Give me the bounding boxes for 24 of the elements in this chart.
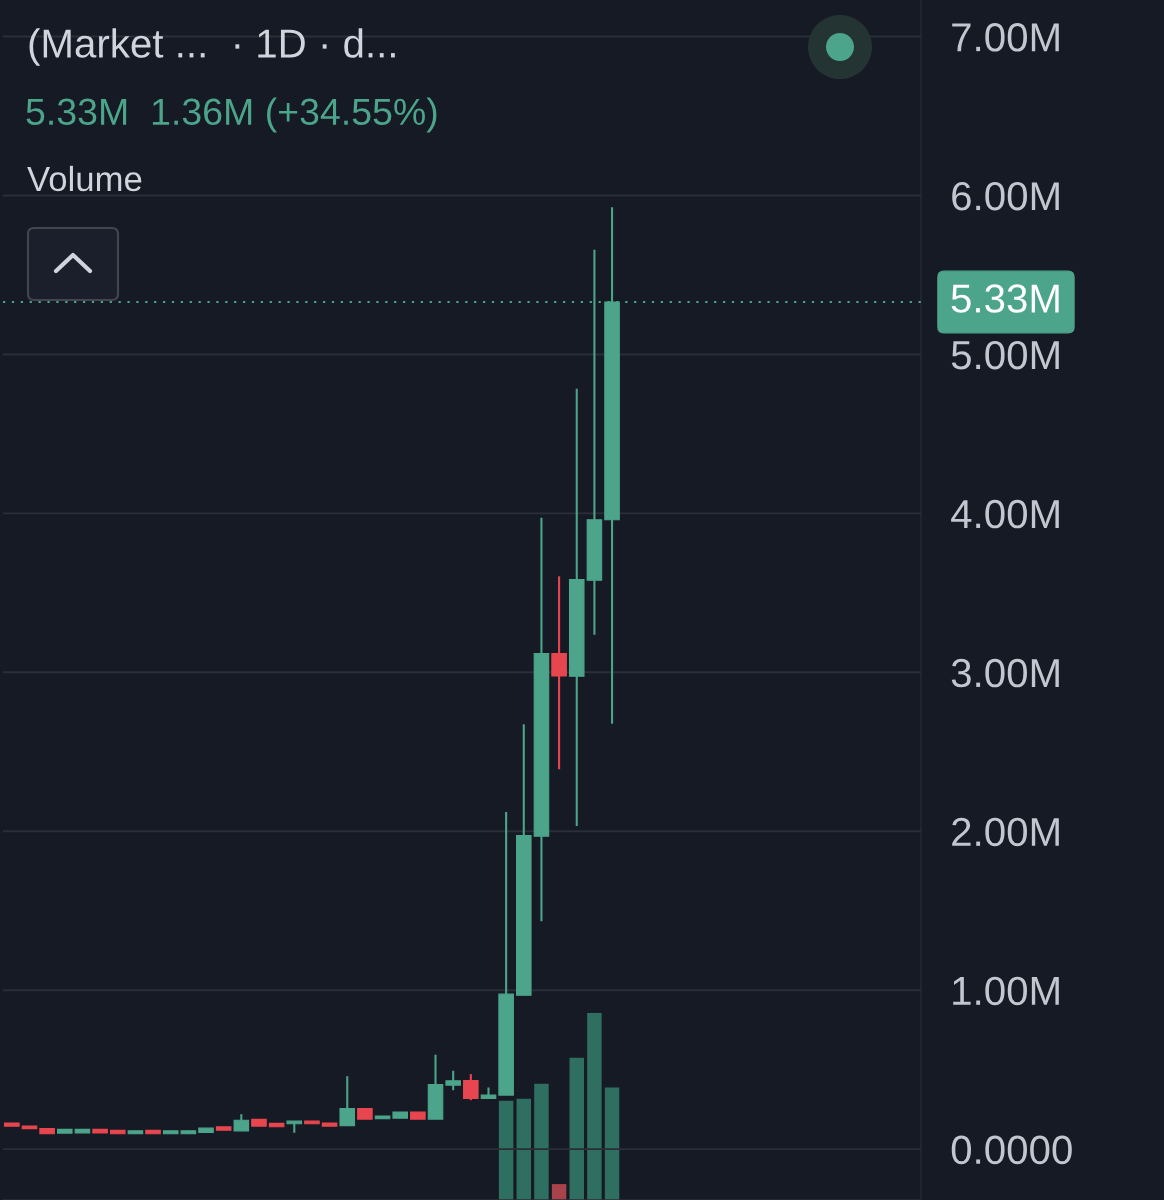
bar [587, 1012, 602, 1200]
bar [498, 1100, 514, 1200]
y-tick-label: 3.00M [951, 658, 1059, 688]
y-tick-label: 6.00M [952, 181, 1059, 211]
text: 5.33M 1.36M (+34.55%) [26, 97, 437, 133]
bar [516, 1098, 532, 1200]
candlestick [339, 1075, 356, 1127]
y-tick-label: 5.00M [951, 340, 1059, 370]
annotation: Volume [27, 165, 142, 192]
bar [604, 1087, 620, 1200]
bar [534, 1083, 549, 1200]
candlestick [551, 575, 567, 771]
y-tick-label: 4.00M [951, 499, 1059, 529]
y-tick-label: 0.0000 [951, 1135, 1072, 1165]
y-tick-label: 7.00M [952, 23, 1059, 52]
y-tick-label: 2.00M [952, 817, 1059, 847]
ref-line-label: 5.33M [951, 284, 1059, 313]
candlestick [480, 1086, 497, 1100]
candlestick [463, 1073, 479, 1102]
bar [551, 1184, 567, 1200]
candlestick [445, 1069, 461, 1092]
bar [569, 1057, 584, 1200]
text: (Market ... · 1D · d... [29, 28, 395, 66]
y-tick-label: 1.00M [953, 976, 1059, 1006]
